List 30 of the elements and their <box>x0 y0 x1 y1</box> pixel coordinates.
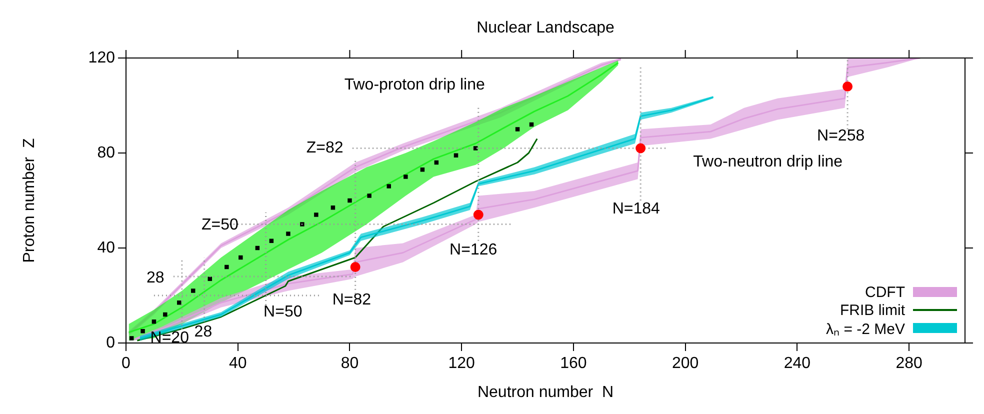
legend-label: FRIB limit <box>840 302 905 318</box>
x-tick-label: 280 <box>896 355 923 372</box>
x-tick-label: 0 <box>122 355 131 372</box>
y-tick-label: 120 <box>88 49 116 66</box>
annotation: N=50 <box>264 303 302 320</box>
x-tick-label: 160 <box>560 355 587 372</box>
legend-label: λₙ = -2 MeV <box>826 320 905 338</box>
annotation: Z=82 <box>306 139 344 156</box>
annotation: N=20 <box>150 329 190 346</box>
x-tick-label: 80 <box>340 355 359 372</box>
y-tick-label: 80 <box>97 144 116 162</box>
y-tick-label: 0 <box>106 334 116 352</box>
annotation: 28 <box>146 269 164 286</box>
x-tick-label: 240 <box>784 355 811 372</box>
annotation: N=184 <box>612 200 660 218</box>
y-axis-title: Proton number Z <box>21 138 38 263</box>
x-tick-label: 40 <box>228 355 247 372</box>
x-tick-label: 200 <box>672 355 699 372</box>
annotation: N=126 <box>450 241 498 258</box>
legend-label: CDFT <box>865 284 905 300</box>
annotation: N=258 <box>817 127 865 144</box>
annotation: Two-proton drip line <box>344 76 485 94</box>
chart-title: Nuclear Landscape <box>476 19 615 36</box>
annotation: Two-neutron drip line <box>693 153 843 170</box>
annotation: Z=50 <box>202 216 239 234</box>
annotation: N=82 <box>332 291 372 308</box>
y-tick-label: 40 <box>97 239 116 256</box>
annotation: 28 <box>194 323 212 340</box>
x-axis-title: Neutron number N <box>477 384 614 401</box>
x-tick-label: 120 <box>448 355 476 372</box>
